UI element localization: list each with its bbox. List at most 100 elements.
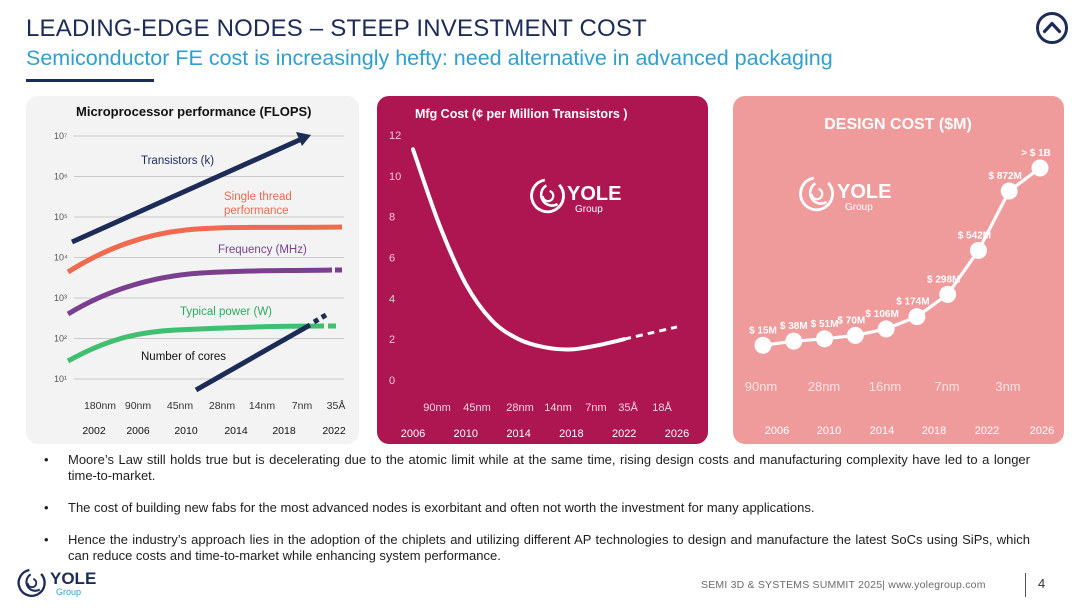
x-node-label: 45nm bbox=[463, 402, 491, 414]
scroll-to-top-icon[interactable] bbox=[1035, 11, 1069, 45]
data-label: $ 542M bbox=[958, 230, 991, 241]
bullet-dot: • bbox=[44, 500, 49, 515]
bullet-text: Moore’s Law still holds true but is dece… bbox=[68, 452, 1030, 483]
x-year-label: 2002 bbox=[82, 425, 106, 437]
y-tick-label: 10¹ bbox=[54, 374, 67, 384]
logo-name: YOLE bbox=[837, 181, 891, 203]
logo-ring-inner bbox=[541, 189, 555, 203]
x-node-label: 35Å bbox=[327, 399, 346, 412]
mfg-cost-curve bbox=[411, 147, 627, 352]
y-tick-label: 10⁶ bbox=[54, 172, 68, 182]
data-point bbox=[877, 320, 895, 338]
x-year-label: 2018 bbox=[559, 428, 583, 440]
x-node-label: 3nm bbox=[995, 379, 1020, 394]
bullet-list: • Moore’s Law still holds true but is dec… bbox=[44, 452, 1030, 580]
x-year-label: 2006 bbox=[126, 425, 150, 437]
x-node-label: 16nm bbox=[869, 379, 902, 394]
page-number: 4 bbox=[1038, 576, 1046, 591]
x-node-label: 35Å bbox=[618, 401, 638, 414]
x-year-label: 2014 bbox=[870, 425, 894, 437]
y-tick-label: 4 bbox=[389, 293, 395, 305]
logo-ring-middle bbox=[808, 182, 828, 205]
logo-ring-outer bbox=[17, 568, 46, 597]
chart-title: DESIGN COST ($M) bbox=[824, 116, 972, 133]
typical-power-line bbox=[66, 323, 325, 364]
logo-ring-inner bbox=[26, 577, 38, 589]
y-tick-label: 6 bbox=[389, 253, 395, 265]
x-node-label: 14nm bbox=[544, 402, 572, 414]
x-year-label: 2014 bbox=[506, 428, 530, 440]
x-node-label: 90nm bbox=[745, 379, 778, 394]
bullet-item: • Moore’s Law still holds true but is dec… bbox=[44, 452, 1030, 484]
logo-sub: Group bbox=[56, 587, 81, 597]
x-node-label: 28nm bbox=[808, 379, 841, 394]
series-label: Typical power (W) bbox=[180, 306, 272, 318]
x-node-label: 18Å bbox=[652, 401, 672, 414]
data-point bbox=[1031, 159, 1049, 177]
x-node-label: 7nm bbox=[585, 402, 606, 414]
cores-line-projection bbox=[312, 312, 328, 325]
y-tick-label: 10⁵ bbox=[54, 212, 68, 222]
footer-divider bbox=[1025, 573, 1026, 597]
series-label: Frequency (MHz) bbox=[218, 244, 307, 256]
bullet-item: • The cost of building new fabs for the m… bbox=[44, 500, 1030, 516]
logo-ring-outer bbox=[530, 178, 565, 214]
bullet-dot: • bbox=[44, 452, 49, 467]
y-tick-label: 2 bbox=[389, 334, 395, 346]
mfg-cost-chart: Mfg Cost (¢ per Million Transistors ) 12… bbox=[377, 96, 708, 444]
x-year-label: 2010 bbox=[817, 425, 841, 437]
x-node-label: 90nm bbox=[125, 400, 152, 412]
data-point bbox=[846, 326, 864, 344]
y-tick-label: 0 bbox=[389, 375, 395, 387]
data-label: $ 298M bbox=[927, 274, 960, 285]
design-cost-curve bbox=[762, 166, 1041, 347]
bullet-dot: • bbox=[44, 532, 49, 547]
frequency-line bbox=[66, 267, 333, 317]
bullet-item: • Hence the industry’s approach lies in t… bbox=[44, 532, 1030, 564]
x-node-label: 28nm bbox=[506, 402, 534, 414]
mfg-cost-projection bbox=[623, 325, 678, 341]
data-label: $ 174M bbox=[896, 297, 929, 308]
transistors-line bbox=[70, 134, 308, 245]
data-label: $ 872M bbox=[989, 171, 1022, 182]
data-point bbox=[754, 336, 772, 354]
x-year-label: 2026 bbox=[665, 428, 689, 440]
data-label: > $ 1B bbox=[1021, 148, 1051, 159]
data-label: $ 106M bbox=[865, 309, 898, 320]
bullet-text: The cost of building new fabs for the mo… bbox=[68, 500, 815, 515]
x-year-label: 2018 bbox=[922, 425, 946, 437]
logo-name: YOLE bbox=[567, 183, 621, 205]
footer-text: SEMI 3D & SYSTEMS SUMMIT 2025| www.yoleg… bbox=[701, 579, 986, 591]
x-node-label: 7nm bbox=[292, 400, 313, 412]
y-tick-label: 10⁷ bbox=[54, 131, 67, 141]
series-label: Single thread bbox=[224, 191, 292, 203]
page-subtitle: Semiconductor FE cost is increasingly he… bbox=[26, 46, 833, 70]
data-label: $ 51M bbox=[811, 319, 839, 330]
chart-title: Microprocessor performance (FLOPS) bbox=[76, 104, 312, 119]
data-label: $ 15M bbox=[749, 325, 777, 336]
design-cost-chart: DESIGN COST ($M) YOLE Group $ 15M $ 38M $ 5… bbox=[733, 96, 1064, 444]
logo-ring-inner bbox=[810, 187, 824, 201]
logo-sub: Group bbox=[575, 204, 603, 215]
transistors-arrowhead bbox=[296, 132, 311, 146]
microprocessor-performance-chart: Microprocessor performance (FLOPS) 10⁷ 10… bbox=[26, 96, 359, 444]
x-year-label: 2014 bbox=[224, 425, 248, 437]
x-year-label: 2010 bbox=[454, 428, 478, 440]
single-thread-line bbox=[66, 224, 343, 275]
logo-ring-outer bbox=[799, 176, 834, 212]
x-year-label: 2010 bbox=[174, 425, 198, 437]
title-underline bbox=[26, 79, 154, 82]
x-node-label: 90nm bbox=[423, 402, 451, 414]
data-label: $ 70M bbox=[837, 315, 865, 326]
cores-line bbox=[194, 322, 312, 393]
data-point bbox=[816, 330, 834, 348]
y-tick-label: 8 bbox=[389, 212, 395, 224]
series-label: Number of cores bbox=[141, 351, 226, 363]
x-node-label: 180nm bbox=[84, 400, 116, 412]
y-tick-label: 10 bbox=[389, 171, 401, 183]
yole-logo: YOLE Group bbox=[17, 568, 96, 597]
x-year-label: 2022 bbox=[975, 425, 999, 437]
x-node-label: 7nm bbox=[934, 379, 959, 394]
chart-title: Mfg Cost (¢ per Million Transistors ) bbox=[415, 107, 628, 121]
y-tick-label: 10³ bbox=[54, 293, 67, 303]
